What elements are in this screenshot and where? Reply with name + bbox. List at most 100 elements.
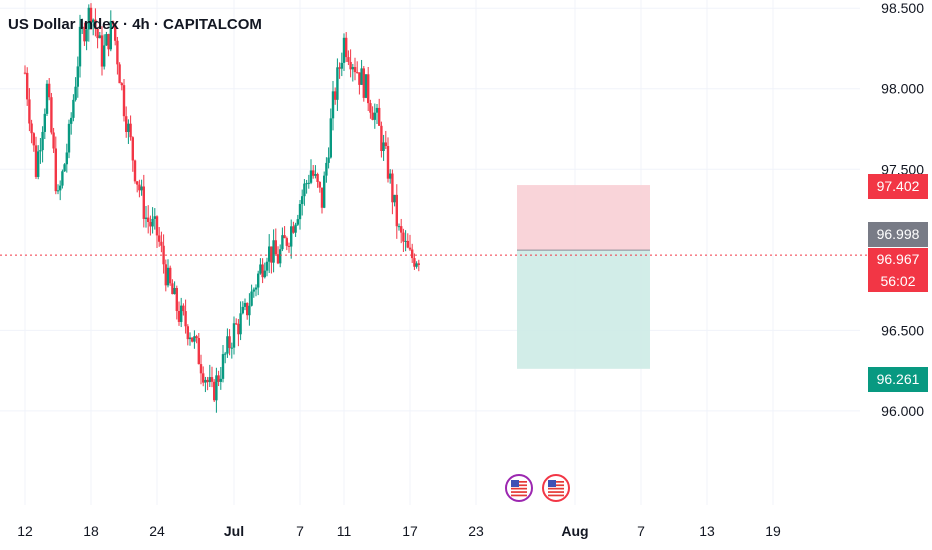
candle-body: [303, 183, 306, 197]
candle-body: [287, 245, 291, 247]
candle-body: [89, 7, 93, 23]
candle-body: [45, 83, 49, 114]
candle-body: [334, 91, 337, 100]
candle-body: [285, 238, 288, 246]
candle-body: [120, 83, 123, 86]
candle-body: [364, 74, 368, 98]
candle-body: [290, 226, 293, 247]
us-flag-stripe: [548, 487, 564, 490]
candle-body: [50, 97, 53, 133]
candle-body: [281, 235, 284, 250]
candle-body: [402, 232, 405, 242]
candle-body: [125, 116, 128, 132]
candle-body: [138, 184, 141, 191]
candle-body: [384, 142, 387, 147]
candle-body: [389, 173, 392, 179]
x-tick-label: 7: [637, 523, 645, 539]
candle-body: [166, 267, 170, 286]
candle-body: [162, 245, 165, 265]
candle-body: [393, 194, 396, 203]
candle-body: [224, 353, 227, 355]
candle-body: [107, 34, 110, 50]
candle-body: [221, 354, 225, 379]
candle-body: [408, 247, 412, 250]
x-tick-label: Aug: [561, 523, 588, 539]
candle-body: [312, 170, 315, 176]
candle-body: [186, 326, 189, 340]
candle-body: [367, 74, 370, 104]
candle-body: [252, 289, 255, 292]
us-flag-stripe: [511, 491, 527, 493]
candle-body: [213, 381, 216, 401]
candle-body: [294, 224, 297, 233]
candle-body: [314, 174, 317, 176]
candle-body: [378, 107, 381, 126]
candle-body: [210, 377, 214, 382]
candle-body: [373, 112, 376, 120]
candle-body: [28, 99, 31, 124]
x-tick-label: 17: [402, 523, 418, 539]
candle-body: [413, 258, 416, 267]
candle-body: [43, 113, 46, 132]
candle-body: [307, 182, 310, 184]
candle-body: [175, 288, 178, 311]
candle-body: [147, 217, 150, 223]
candle-body: [54, 148, 57, 192]
candle-body: [338, 67, 341, 69]
candle-body: [96, 28, 99, 39]
x-tick-label: 11: [337, 523, 352, 539]
candle-body: [230, 347, 233, 349]
candle-body: [272, 240, 275, 263]
candle-body: [400, 226, 403, 233]
y-tick-label: 96.500: [881, 322, 924, 338]
candle-body: [325, 162, 328, 176]
candle-body: [204, 379, 207, 383]
candle-body: [144, 217, 148, 219]
candle-body: [131, 137, 134, 161]
candle-body: [133, 160, 137, 182]
candle-body: [26, 72, 29, 100]
target-zone: [517, 250, 650, 369]
candle-body: [81, 26, 84, 28]
candle-body: [246, 302, 249, 316]
candle-body: [362, 68, 365, 98]
candle-body: [160, 241, 163, 246]
candle-body: [411, 249, 414, 259]
stop-zone: [517, 185, 650, 251]
candle-body: [67, 123, 71, 153]
candle-body: [292, 226, 295, 233]
candle-body: [318, 181, 321, 188]
candle-body: [360, 68, 363, 85]
candle-body: [94, 19, 97, 29]
candle-body: [34, 145, 38, 177]
candle-body: [226, 336, 229, 354]
us-flag-stripe: [548, 494, 564, 497]
candle-body: [195, 336, 198, 339]
candle-body: [197, 338, 200, 365]
x-tick-label: 19: [765, 523, 781, 539]
candle-body: [41, 131, 44, 151]
candle-body: [329, 118, 332, 158]
candle-body: [353, 67, 357, 73]
entry-price-tag: 96.998: [868, 222, 928, 247]
candle-body: [347, 57, 350, 62]
y-tick-label: 96.000: [881, 403, 924, 419]
candle-body: [382, 142, 385, 152]
candle-body: [116, 40, 119, 65]
candle-body: [109, 21, 112, 50]
candle-body: [351, 67, 354, 70]
candle-body: [74, 86, 77, 100]
y-tick-label: 97.500: [881, 161, 924, 177]
candle-body: [404, 240, 407, 242]
candle-body: [39, 150, 42, 152]
us-flag-canton: [511, 480, 519, 487]
last-price-tag: 96.967: [868, 248, 928, 270]
candle-body: [417, 263, 420, 265]
candle-body: [173, 288, 176, 295]
x-tick-label: 12: [17, 523, 33, 539]
candle-body: [32, 133, 35, 146]
candle-body: [122, 85, 126, 117]
candle-body: [114, 24, 117, 41]
